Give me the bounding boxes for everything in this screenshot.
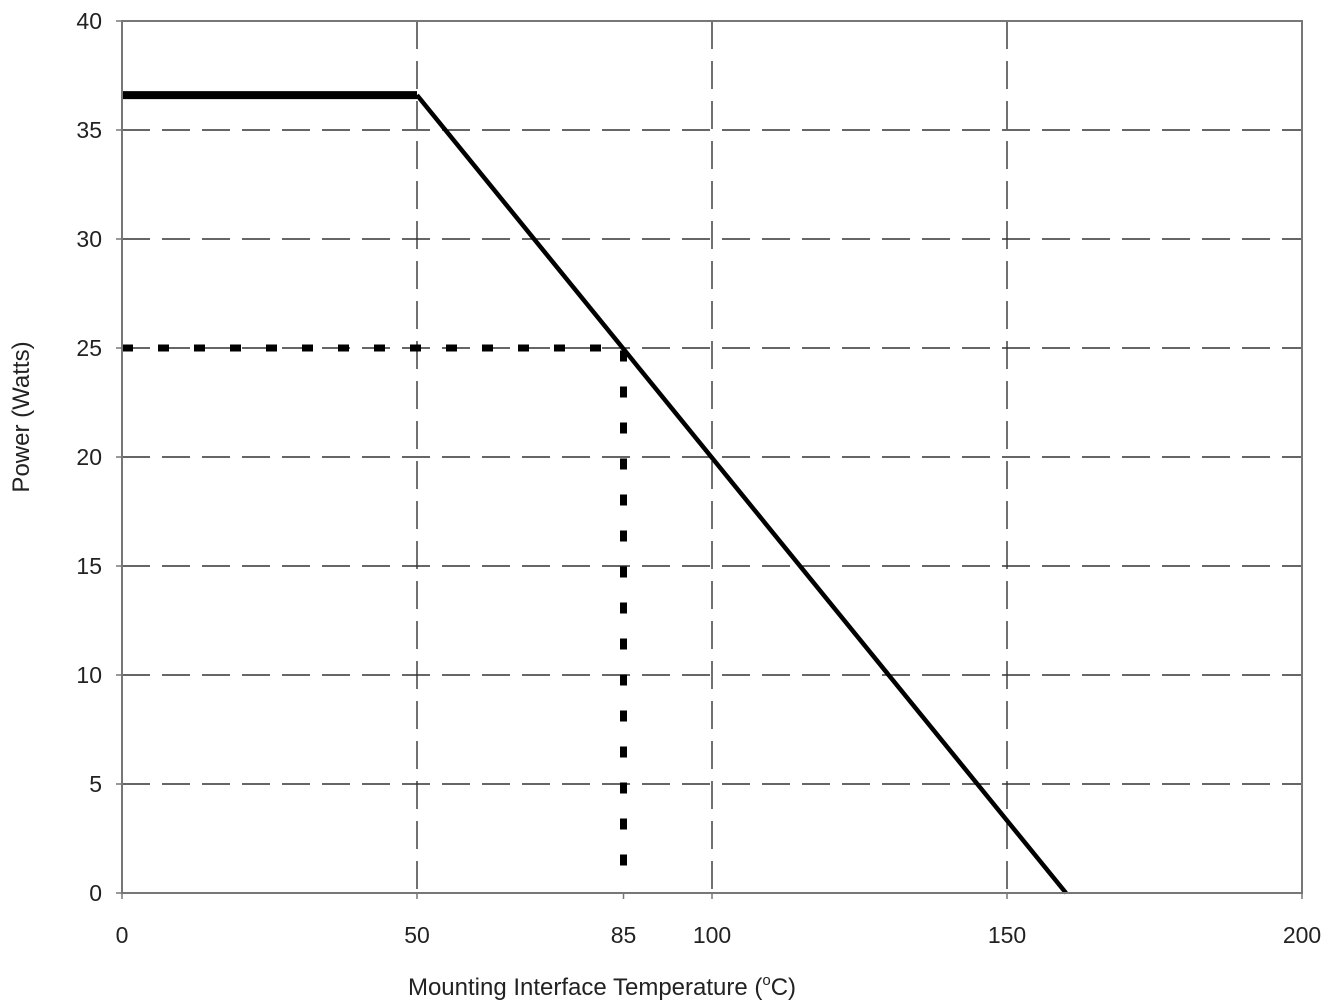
x-tick-label: 0 — [116, 922, 129, 948]
x-tick-label: 150 — [988, 922, 1026, 948]
series-lines — [122, 91, 1068, 895]
x-axis-ticks: 0 50 85 100 150 200 — [116, 893, 1321, 948]
y-tick-label: 10 — [76, 662, 102, 688]
y-tick-label: 15 — [76, 553, 102, 579]
y-tick-label: 0 — [89, 880, 102, 906]
grid-lines — [122, 21, 1302, 893]
y-tick-label: 40 — [76, 8, 102, 34]
x-tick-label: 100 — [693, 922, 731, 948]
derating-line — [415, 93, 1068, 895]
x-tick-label: 85 — [611, 922, 637, 948]
y-axis-title: Power (Watts) — [8, 341, 35, 492]
y-tick-label: 25 — [76, 335, 102, 361]
y-axis-ticks: 0 5 10 15 20 25 30 35 40 — [76, 8, 122, 906]
x-axis-title: Mounting Interface Temperature (oC) — [408, 972, 796, 1001]
x-tick-label: 200 — [1283, 922, 1321, 948]
guide-lines — [122, 344, 627, 880]
y-tick-label: 20 — [76, 444, 102, 470]
x-axis-title-suffix: C) — [771, 974, 796, 1001]
dotted-guide-line — [122, 344, 627, 880]
x-axis-title-prefix: Mounting Interface Temperature ( — [408, 974, 762, 1001]
y-tick-label: 30 — [76, 226, 102, 252]
y-tick-label: 5 — [89, 771, 102, 797]
x-tick-label: 50 — [404, 922, 430, 948]
y-tick-label: 35 — [76, 117, 102, 143]
x-axis-title-superscript: o — [762, 972, 770, 989]
